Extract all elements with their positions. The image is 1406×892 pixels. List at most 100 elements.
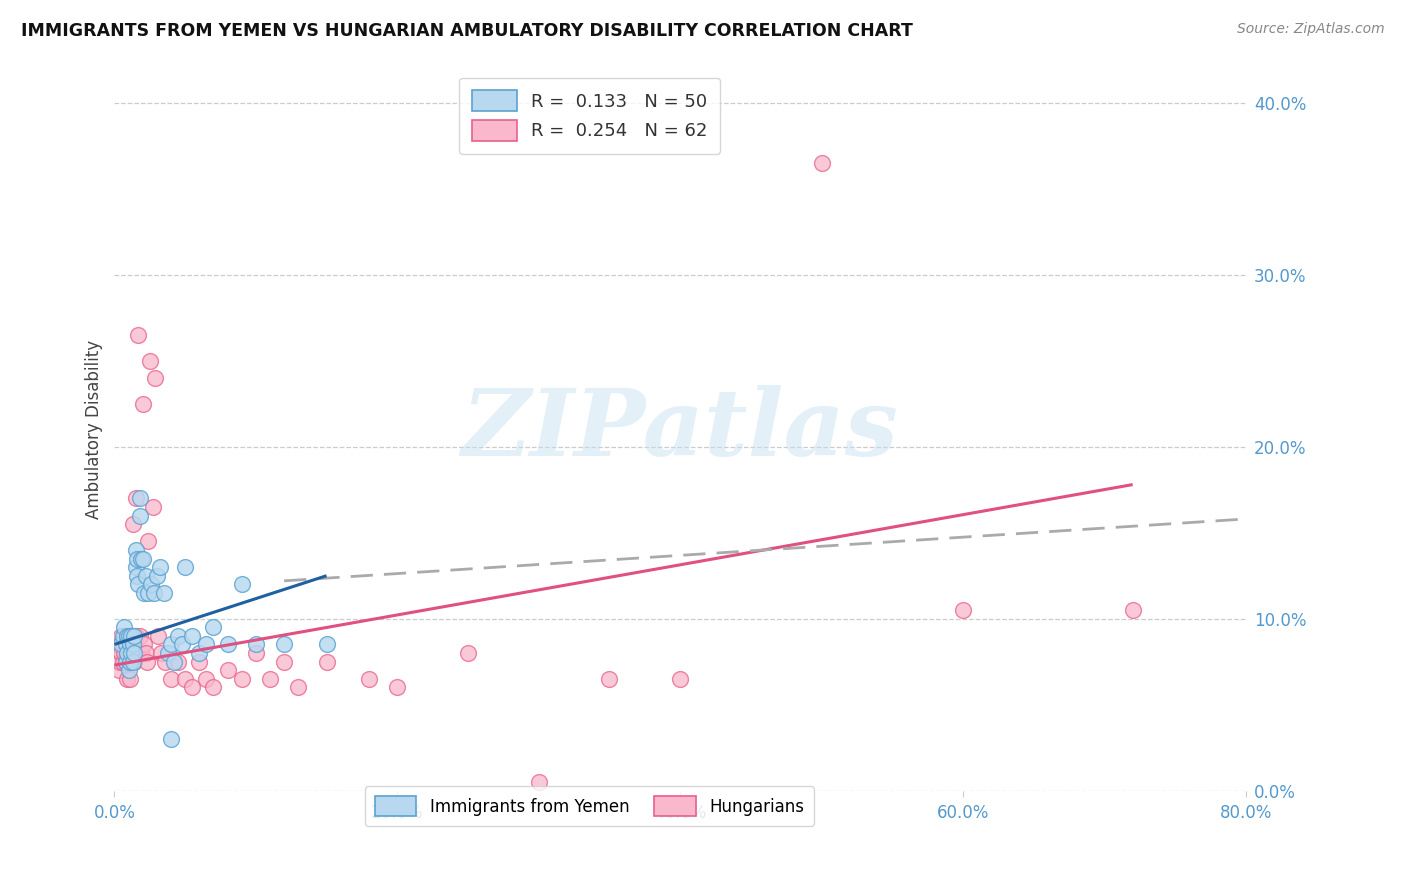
- Point: [112, 620, 135, 634]
- Point: [122, 629, 145, 643]
- Point: [107, 663, 129, 677]
- Point: [120, 629, 142, 643]
- Y-axis label: Ambulatory Disability: Ambulatory Disability: [86, 340, 103, 519]
- Point: [273, 637, 295, 651]
- Point: [128, 491, 150, 506]
- Point: [112, 646, 135, 660]
- Point: [110, 646, 132, 660]
- Text: Source: ZipAtlas.com: Source: ZipAtlas.com: [1237, 22, 1385, 37]
- Point: [111, 637, 134, 651]
- Point: [357, 672, 380, 686]
- Point: [117, 663, 139, 677]
- Point: [142, 500, 165, 514]
- Point: [598, 672, 620, 686]
- Point: [188, 655, 211, 669]
- Point: [118, 655, 141, 669]
- Point: [139, 353, 162, 368]
- Point: [259, 672, 281, 686]
- Point: [115, 646, 138, 660]
- Point: [121, 517, 143, 532]
- Point: [157, 646, 180, 660]
- Point: [120, 637, 142, 651]
- Point: [167, 629, 190, 643]
- Point: [114, 637, 136, 651]
- Point: [132, 586, 155, 600]
- Point: [118, 637, 141, 651]
- Point: [114, 655, 136, 669]
- Point: [138, 586, 160, 600]
- Point: [160, 637, 183, 651]
- Point: [125, 646, 148, 660]
- Point: [118, 672, 141, 686]
- Point: [163, 655, 186, 669]
- Point: [160, 732, 183, 747]
- Point: [122, 646, 145, 660]
- Point: [172, 637, 194, 651]
- Point: [124, 491, 146, 506]
- Point: [115, 646, 138, 660]
- Point: [287, 681, 309, 695]
- Point: [131, 397, 153, 411]
- Point: [127, 577, 149, 591]
- Point: [145, 371, 167, 385]
- Point: [128, 508, 150, 523]
- Point: [138, 534, 160, 549]
- Point: [128, 629, 150, 643]
- Point: [122, 655, 145, 669]
- Point: [117, 629, 139, 643]
- Point: [160, 672, 183, 686]
- Point: [202, 620, 225, 634]
- Point: [153, 586, 176, 600]
- Point: [148, 629, 170, 643]
- Point: [143, 586, 166, 600]
- Point: [315, 655, 337, 669]
- Point: [217, 663, 239, 677]
- Point: [115, 672, 138, 686]
- Point: [117, 637, 139, 651]
- Point: [245, 637, 267, 651]
- Point: [315, 637, 337, 651]
- Point: [136, 655, 159, 669]
- Point: [155, 655, 177, 669]
- Point: [150, 646, 173, 660]
- Point: [195, 672, 218, 686]
- Point: [110, 629, 132, 643]
- Point: [167, 655, 190, 669]
- Point: [149, 560, 172, 574]
- Point: [124, 629, 146, 643]
- Point: [527, 775, 550, 789]
- Point: [457, 646, 479, 660]
- Text: IMMIGRANTS FROM YEMEN VS HUNGARIAN AMBULATORY DISABILITY CORRELATION CHART: IMMIGRANTS FROM YEMEN VS HUNGARIAN AMBUL…: [21, 22, 912, 40]
- Point: [174, 672, 197, 686]
- Point: [135, 646, 157, 660]
- Point: [129, 551, 152, 566]
- Point: [125, 551, 148, 566]
- Point: [231, 577, 253, 591]
- Point: [115, 629, 138, 643]
- Point: [141, 577, 163, 591]
- Point: [669, 672, 692, 686]
- Point: [110, 637, 132, 651]
- Point: [195, 637, 218, 651]
- Point: [120, 646, 142, 660]
- Point: [217, 637, 239, 651]
- Point: [131, 551, 153, 566]
- Point: [112, 629, 135, 643]
- Point: [125, 568, 148, 582]
- Point: [245, 646, 267, 660]
- Point: [124, 542, 146, 557]
- Point: [146, 568, 169, 582]
- Point: [124, 560, 146, 574]
- Point: [108, 655, 131, 669]
- Text: ZIPatlas: ZIPatlas: [461, 384, 898, 475]
- Point: [188, 646, 211, 660]
- Point: [114, 655, 136, 669]
- Point: [111, 629, 134, 643]
- Point: [231, 672, 253, 686]
- Point: [114, 637, 136, 651]
- Point: [810, 156, 832, 170]
- Point: [174, 560, 197, 574]
- Point: [118, 655, 141, 669]
- Point: [952, 603, 974, 617]
- Point: [105, 637, 128, 651]
